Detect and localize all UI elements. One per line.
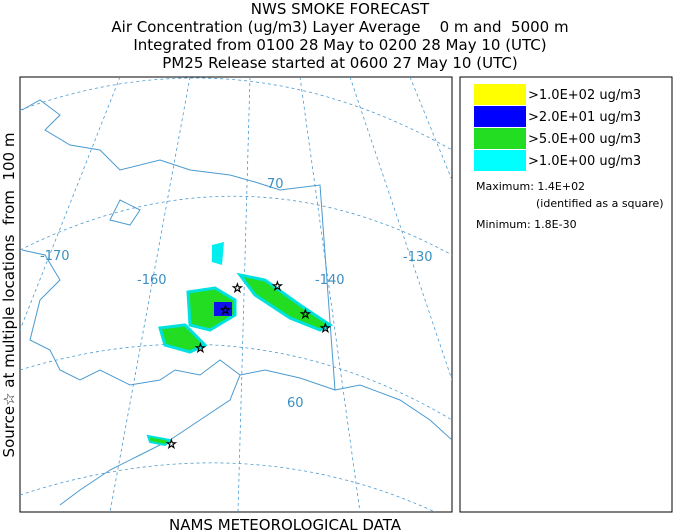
sources: ☆ ☆ ☆ ☆ ☆ ☆ ☆ [166, 279, 332, 452]
coastline [21, 249, 241, 506]
legend-label: >2.0E+01 ug/m3 [528, 110, 641, 125]
smoke-plume [146, 434, 173, 447]
map-label: -170 [40, 249, 70, 264]
graticule [20, 343, 452, 421]
footer: NAMS METEOROLOGICAL DATA [169, 516, 402, 532]
maximum-note: (identified as a square) [536, 197, 664, 210]
coastline [239, 369, 336, 391]
smoke-plume [186, 286, 237, 332]
maximum: Maximum: 1.4E+02 [476, 180, 585, 193]
map-frame [19, 76, 453, 513]
source-star: ☆ [320, 321, 331, 335]
graticule [109, 77, 191, 512]
subtitle: Air Concentration (ug/m3) Layer Average … [111, 18, 568, 36]
legend-label: >1.0E+02 ug/m3 [528, 88, 641, 103]
legend: >1.0E+02 ug/m3 >2.0E+01 ug/m3 >5.0E+00 ug/… [459, 76, 673, 513]
graticule [349, 77, 452, 381]
graticule [20, 77, 452, 151]
smoke-plume [236, 272, 333, 332]
source-star: ☆ [166, 437, 177, 451]
legend-label: >1.0E+00 ug/m3 [528, 154, 641, 169]
legend-entries: >1.0E+02 ug/m3 >2.0E+01 ug/m3 >5.0E+00 ug/… [474, 84, 641, 171]
graticule [299, 77, 361, 512]
graticule [409, 77, 452, 181]
map: ☆ ☆ ☆ ☆ ☆ ☆ ☆ -170 -160 -140 -130 70 60 [19, 76, 453, 513]
source-star: ☆ [232, 281, 243, 295]
map-label: -160 [137, 273, 167, 288]
side-label: Source☆ at multiple locations from 100 m [0, 133, 18, 458]
legend-swatch [474, 84, 526, 105]
legend-frame [459, 76, 673, 513]
map-label: 70 [267, 177, 284, 192]
map-label: -140 [315, 273, 345, 288]
map-label: -130 [403, 250, 433, 265]
legend-label: >5.0E+00 ug/m3 [528, 132, 641, 147]
smoke-high [214, 302, 232, 316]
smoke-plume [212, 242, 224, 265]
source-star: ☆ [272, 279, 283, 293]
map-label: 60 [287, 396, 304, 411]
coastline [21, 99, 452, 441]
title: NWS SMOKE FORECAST [251, 0, 430, 18]
legend-swatch [474, 150, 526, 171]
minimum: Minimum: 1.8E-30 [476, 218, 577, 231]
graticule [237, 77, 251, 512]
subtitle: PM25 Release started at 0600 27 May 10 (… [162, 54, 517, 72]
source-star: ☆ [195, 341, 206, 355]
source-star: ☆ [220, 303, 231, 317]
smoke-plume [158, 323, 208, 354]
legend-swatch [474, 106, 526, 127]
legend-swatch [474, 128, 526, 149]
subtitle: Integrated from 0100 28 May to 0200 28 M… [133, 36, 546, 54]
source-star: ☆ [300, 307, 311, 321]
coastline [109, 199, 141, 226]
graticule [20, 195, 452, 256]
